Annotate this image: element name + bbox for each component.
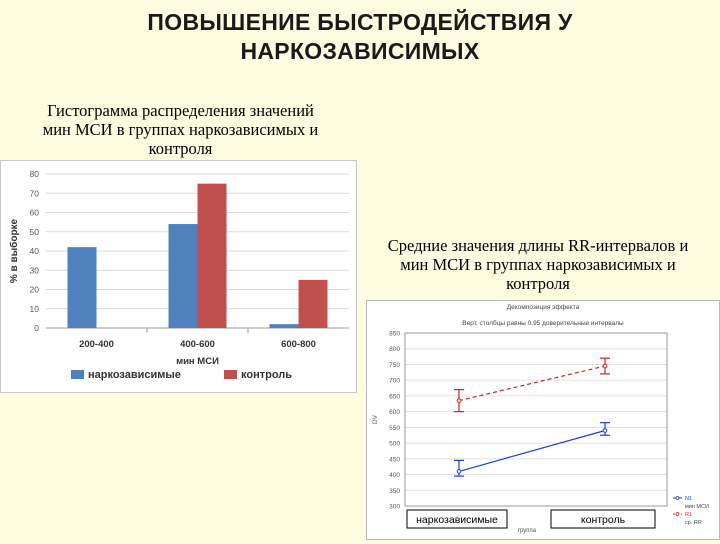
- chart-title: Декомпозиция эффекта: [507, 304, 580, 311]
- x-tick-label: 400-600: [180, 339, 215, 350]
- data-point: [456, 398, 462, 403]
- y-tick-label: 400: [389, 472, 400, 479]
- x-tick-label: 200-400: [79, 339, 114, 350]
- bar: [168, 224, 198, 328]
- histogram-svg: 0 10 20 30 40 50 60 70 80 200-400 400-600 600-800 ми…: [8, 169, 349, 381]
- y-axis-label: % в выборке: [8, 218, 20, 283]
- legend-label: N1: [685, 496, 692, 502]
- y-tick-label: 20: [30, 285, 40, 295]
- x-tick-label: наркозависимые: [416, 514, 498, 526]
- means-chart: Декомпозиция эффекта Верт. столбцы равны …: [366, 300, 720, 540]
- y-tick-label: 70: [30, 188, 40, 198]
- bar: [269, 324, 299, 328]
- y-tick-label: 600: [389, 409, 400, 416]
- y-tick-label: 10: [30, 304, 40, 314]
- histogram-caption-line-2: мин МСИ в группах наркозависимых и: [42, 120, 319, 139]
- bar: [67, 247, 97, 328]
- chart-subtitle: Верт. столбцы равны 0.95 доверительные и…: [462, 319, 624, 327]
- y-tick-label: 0: [34, 323, 39, 333]
- y-tick-label: 350: [389, 488, 400, 495]
- y-axis-label: DV: [372, 414, 379, 424]
- histogram-caption-line-1: Гистограмма распределения значений: [47, 101, 314, 120]
- data-point: [602, 363, 608, 369]
- y-tick-label: 50: [30, 227, 40, 237]
- data-point: [602, 428, 608, 433]
- y-tick-label: 700: [389, 378, 400, 385]
- bar: [197, 183, 227, 328]
- x-axis-label: мин МСИ: [176, 356, 219, 367]
- y-tick-label: 500: [389, 441, 400, 448]
- legend-label: R1: [685, 512, 692, 518]
- y-tick-label: 300: [389, 504, 400, 511]
- y-tick-label: 650: [389, 393, 400, 400]
- y-tick-label: 800: [389, 346, 400, 353]
- legend-marker: [675, 512, 680, 516]
- means-caption-line-2: мин МСИ в группах наркозависимых и: [400, 255, 676, 274]
- histogram-caption-line-3: контроля: [148, 139, 213, 158]
- y-tick-label: 80: [30, 169, 40, 179]
- category-box: [550, 509, 656, 529]
- plot-frame: [404, 332, 668, 507]
- y-tick-label: 60: [30, 208, 40, 218]
- y-tick-label: 850: [389, 331, 400, 338]
- x-axis-label: группа: [518, 528, 537, 534]
- category-box: [406, 509, 508, 529]
- y-tick-label: 30: [30, 265, 40, 275]
- legend-swatch: [224, 370, 237, 379]
- x-tick-label: контроль: [581, 514, 626, 526]
- data-point: [456, 469, 462, 474]
- title-line-1: ПОВЫШЕНИЕ БЫСТРОДЕЙСТВИЯ У: [147, 9, 573, 35]
- legend-swatch: [71, 370, 84, 379]
- title-line-2: НАРКОЗАВИСИМЫХ: [240, 38, 480, 64]
- legend-label: ср. RR: [685, 520, 702, 526]
- means-svg: Декомпозиция эффекта Верт. столбцы равны …: [372, 304, 709, 534]
- means-caption-line-3: контроля: [506, 274, 570, 293]
- legend-label: контроль: [241, 369, 292, 381]
- x-tick-label: 600-800: [281, 339, 316, 350]
- legend-label: мин МСИ: [685, 504, 709, 510]
- means-caption: Средние значения длины RR-интервалов и м…: [360, 236, 716, 293]
- series-line: [458, 429, 606, 472]
- legend-label: наркозависимые: [88, 369, 181, 381]
- legend-marker: [675, 496, 680, 500]
- y-tick-label: 750: [389, 362, 400, 369]
- y-tick-label: 450: [389, 456, 400, 463]
- bar: [298, 279, 328, 328]
- slide-title: ПОВЫШЕНИЕ БЫСТРОДЕЙСТВИЯ У НАРКОЗАВИСИМЫ…: [0, 8, 720, 66]
- histogram-chart: 0 10 20 30 40 50 60 70 80 200-400 400-600 600-800 ми…: [0, 160, 357, 393]
- histogram-caption: Гистограмма распределения значений мин М…: [8, 101, 353, 158]
- means-caption-line-1: Средние значения длины RR-интервалов и: [387, 236, 689, 255]
- y-tick-label: 40: [30, 246, 40, 256]
- y-tick-label: 550: [389, 425, 400, 432]
